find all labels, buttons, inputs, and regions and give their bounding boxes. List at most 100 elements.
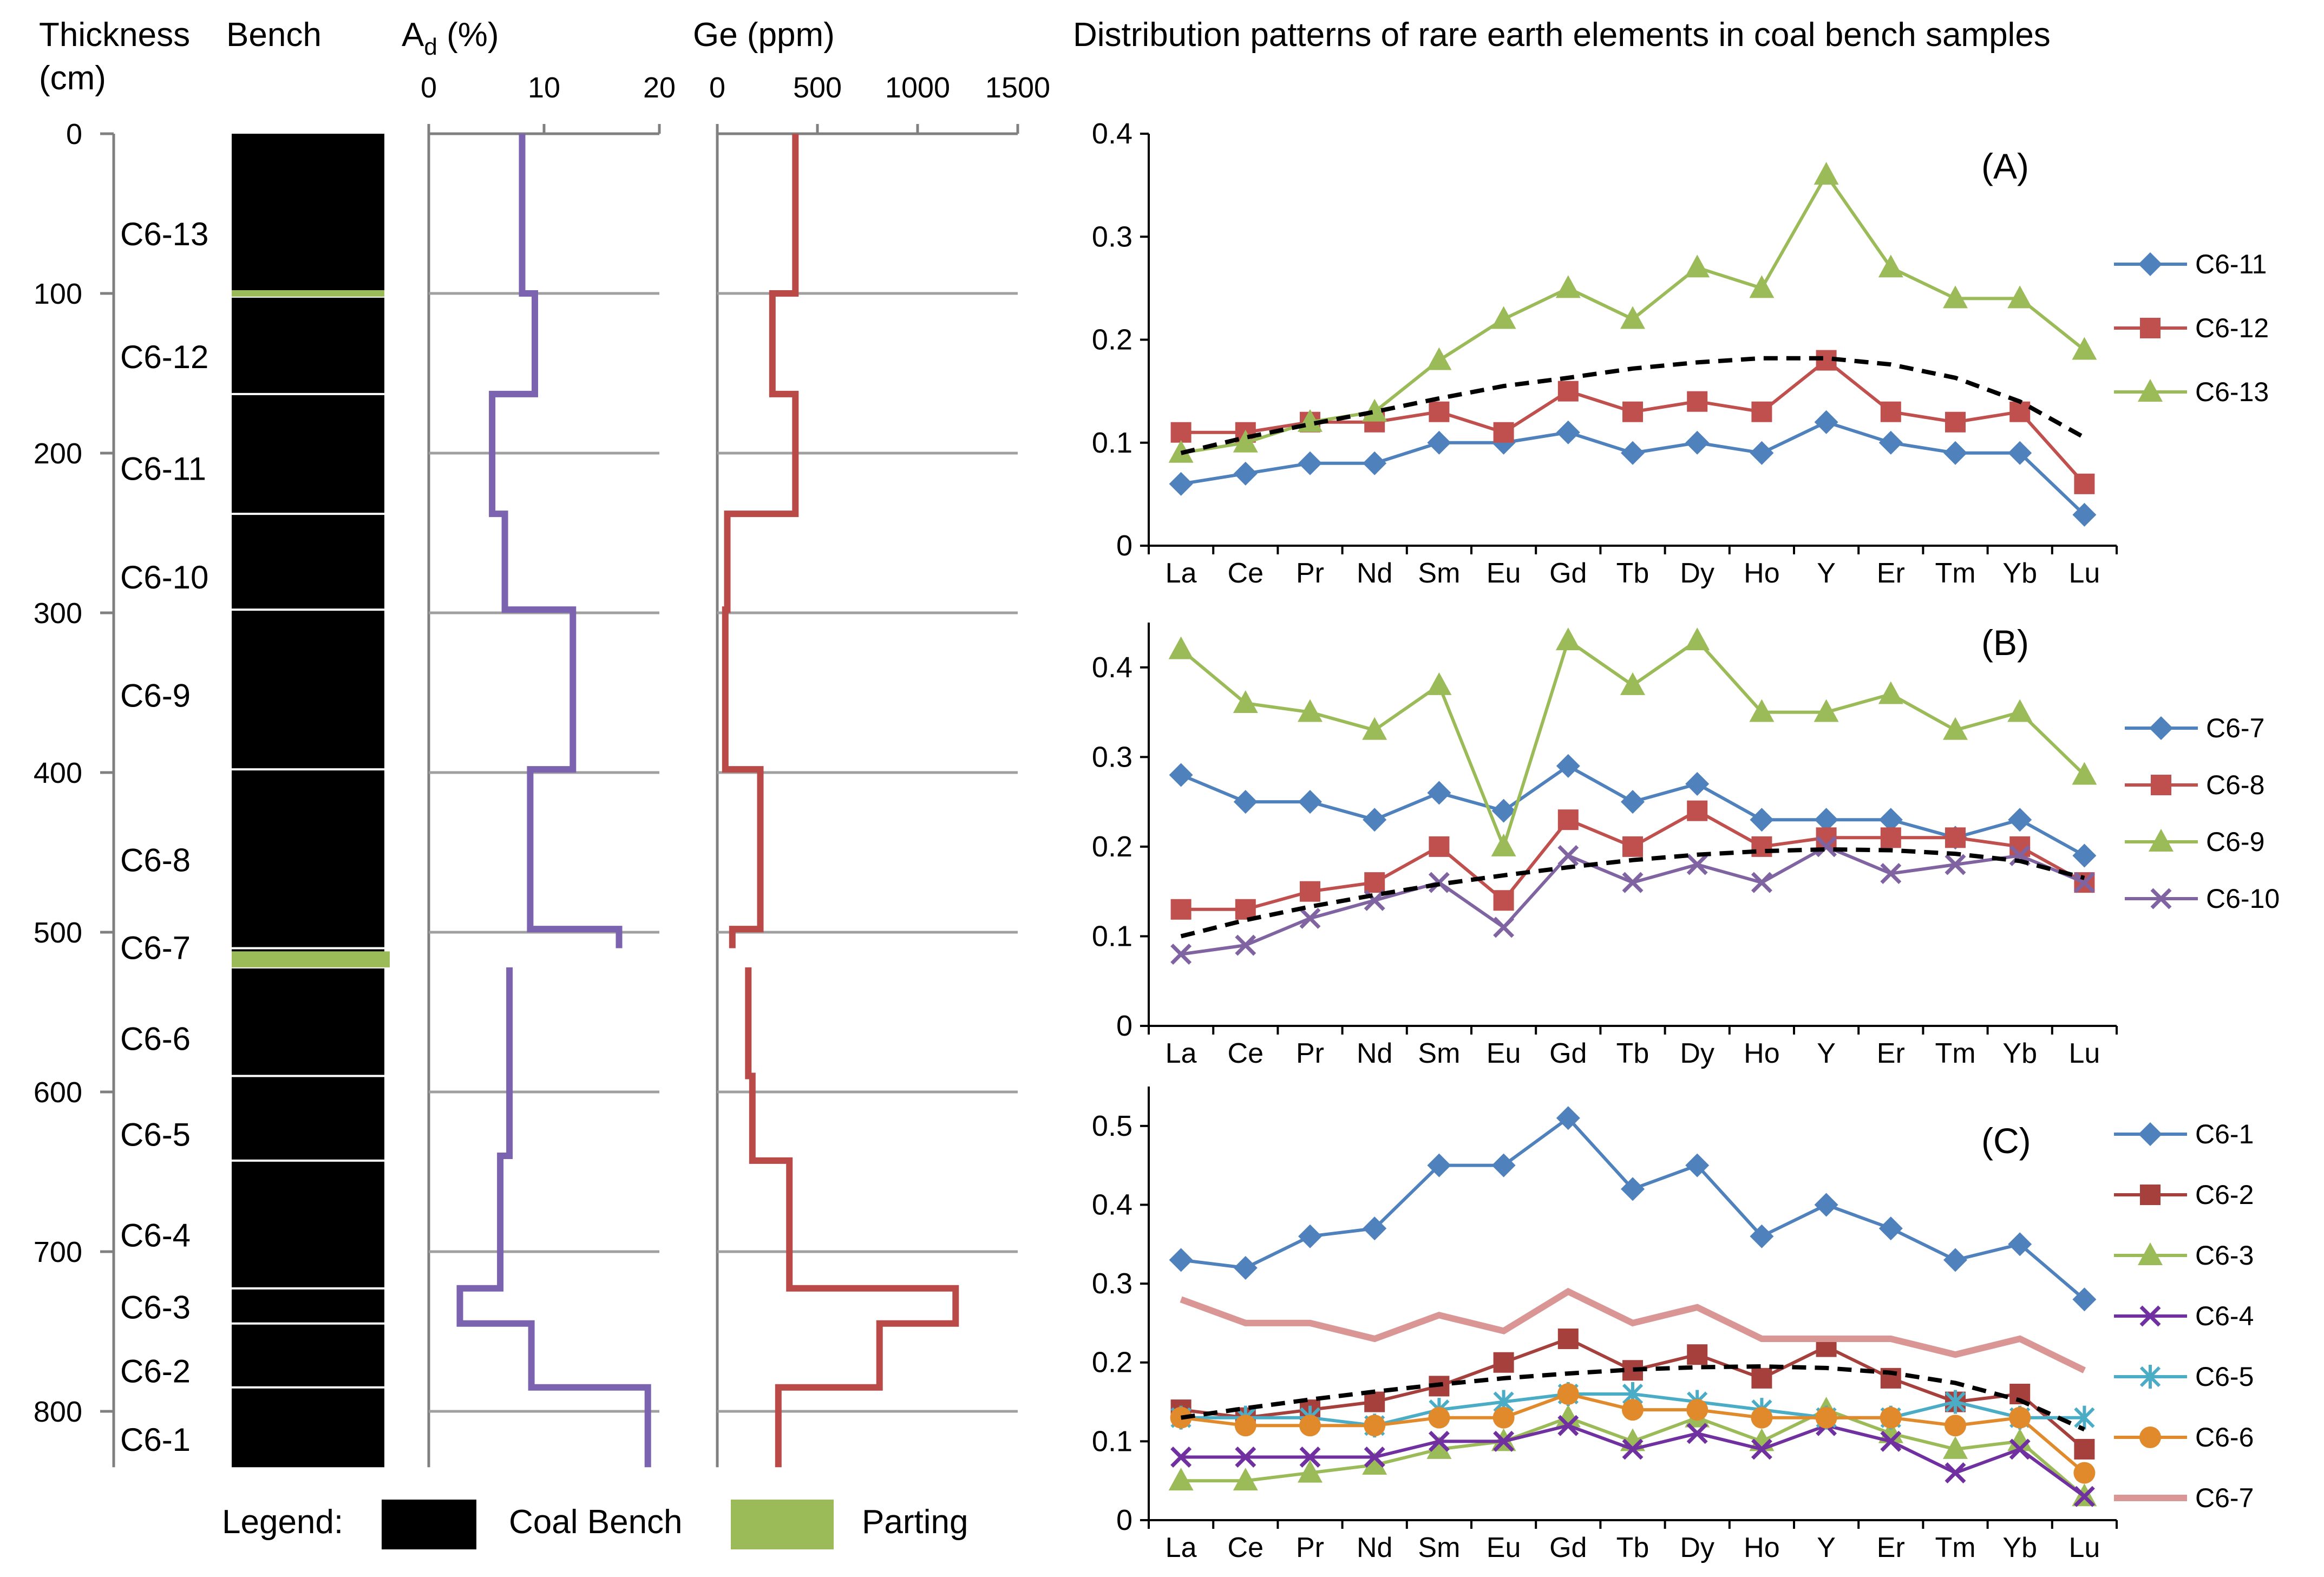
ge-header: Ge (ppm) — [693, 16, 835, 54]
data-point — [1945, 1390, 1966, 1414]
data-point — [1169, 1248, 1193, 1272]
data-point — [1557, 845, 1579, 866]
depth-tick-label: 300 — [34, 597, 82, 630]
data-point — [1751, 872, 1772, 893]
legend-marker — [2140, 318, 2161, 338]
ash-tick-label: 0 — [421, 71, 437, 104]
x-tick-label: Gd — [1549, 1038, 1587, 1069]
data-point — [2008, 1232, 2032, 1257]
x-tick-label: Dy — [1680, 1038, 1714, 1069]
ash-tick-label: 20 — [643, 71, 676, 104]
data-point — [1557, 1329, 1579, 1350]
data-point — [1233, 461, 1258, 486]
x-tick-label: Pr — [1296, 1532, 1324, 1563]
data-point — [1233, 690, 1258, 713]
x-tick-label: Sm — [1418, 1532, 1460, 1563]
ree-panel-A: 0 0.1 0.2 0.3 0.4 La Ce Pr Nd Sm Eu Gd Tb Dy Ho Y Er Tm Yb… — [1092, 117, 2269, 589]
data-point — [1751, 1406, 1773, 1429]
bench-header: Bench — [226, 16, 322, 54]
data-point — [1300, 881, 1320, 902]
legend-label: Legend: — [222, 1503, 343, 1541]
x-tick-label: Nd — [1357, 1038, 1392, 1069]
data-point — [1687, 800, 1708, 821]
legend-coal-swatch — [382, 1500, 476, 1549]
data-point — [1170, 899, 1192, 920]
data-point — [1428, 1406, 1450, 1429]
panel-label: (C) — [1981, 1121, 2031, 1161]
series-line — [1180, 638, 2086, 852]
legend-marker — [2138, 379, 2163, 402]
coal-bench-block — [232, 1076, 384, 1161]
data-point — [1235, 899, 1256, 920]
series-C6-7 — [1180, 1287, 2086, 1373]
thickness-unit: (cm) — [39, 60, 106, 97]
x-tick-label: Sm — [1418, 558, 1460, 589]
data-point — [1622, 836, 1643, 857]
data-point — [1880, 863, 1902, 885]
data-point — [1556, 1106, 1580, 1130]
bench-label: C6-9 — [120, 677, 191, 714]
data-point — [1878, 808, 1903, 832]
data-point — [1622, 1438, 1644, 1460]
y-tick-label: 0 — [1116, 1010, 1132, 1042]
coal-bench-block — [232, 514, 384, 610]
data-point — [1363, 1216, 1387, 1241]
data-point — [1943, 1436, 1968, 1459]
y-tick-label: 0.3 — [1092, 220, 1132, 253]
panel-label: (B) — [1981, 623, 2029, 663]
bench-label: C6-11 — [120, 451, 206, 487]
y-tick-label: 0.1 — [1092, 427, 1132, 459]
depth-tick-label: 400 — [34, 757, 82, 789]
depth-axis: 0 100 200 300 400 500 600 700 800 — [34, 118, 115, 1468]
data-point — [1169, 472, 1193, 496]
x-tick-label: Tb — [1616, 1038, 1649, 1069]
depth-tick-label: 200 — [34, 437, 82, 470]
data-point — [1492, 1406, 1515, 1429]
series-C6-9 — [1168, 627, 2097, 856]
data-point — [1234, 1415, 1256, 1437]
ash-tick-label: 10 — [528, 71, 560, 104]
data-point — [1362, 1452, 1387, 1475]
y-tick-label: 0.4 — [1092, 1188, 1132, 1221]
data-point — [1555, 627, 1581, 651]
series-line — [1181, 1116, 2086, 1301]
data-point — [1299, 1447, 1321, 1468]
legend-marker — [2139, 1305, 2161, 1327]
data-point — [1429, 401, 1450, 422]
data-point — [1686, 1423, 1708, 1444]
data-point — [1428, 1430, 1450, 1452]
data-point — [1362, 398, 1387, 422]
series-C6-7 — [1169, 754, 2097, 868]
data-point — [1945, 827, 1966, 848]
data-point — [1363, 451, 1387, 475]
x-tick-label: Tm — [1935, 1038, 1975, 1069]
data-point — [2008, 808, 2032, 832]
bench-label: C6-3 — [120, 1289, 191, 1325]
data-point — [1298, 699, 1323, 722]
coal-bench-block — [232, 1288, 384, 1324]
data-point — [1362, 717, 1387, 740]
y-tick-label: 0.3 — [1092, 1267, 1132, 1300]
series-C6-13 — [1168, 162, 2097, 463]
x-tick-label: Lu — [2068, 1038, 2100, 1069]
depth-tick-label: 0 — [66, 118, 82, 150]
depth-tick-label: 700 — [34, 1236, 82, 1268]
data-point — [1687, 1344, 1708, 1365]
legend-label: C6-8 — [2206, 770, 2264, 800]
ree-panel-C: 0 0.1 0.2 0.3 0.4 0.5 La Ce Pr Nd Sm Eu Gd Tb Dy Ho Y Er T… — [1092, 1087, 2254, 1563]
bench-label: C6-8 — [120, 842, 191, 878]
x-tick-label: Sm — [1418, 1038, 1460, 1069]
ge-tick-label: 1500 — [985, 71, 1050, 104]
series-C6-11 — [1169, 410, 2097, 527]
legend-label: C6-7 — [2206, 713, 2264, 743]
data-point — [1880, 1406, 1902, 1429]
coal-bench-block — [232, 1323, 384, 1388]
data-point — [1880, 827, 1901, 848]
data-point — [1945, 411, 1966, 433]
bench-label: C6-5 — [120, 1117, 191, 1153]
data-point — [1493, 422, 1514, 443]
data-point — [1685, 430, 1710, 455]
data-point — [1364, 1415, 1386, 1437]
ge-tick-label: 500 — [793, 71, 842, 104]
